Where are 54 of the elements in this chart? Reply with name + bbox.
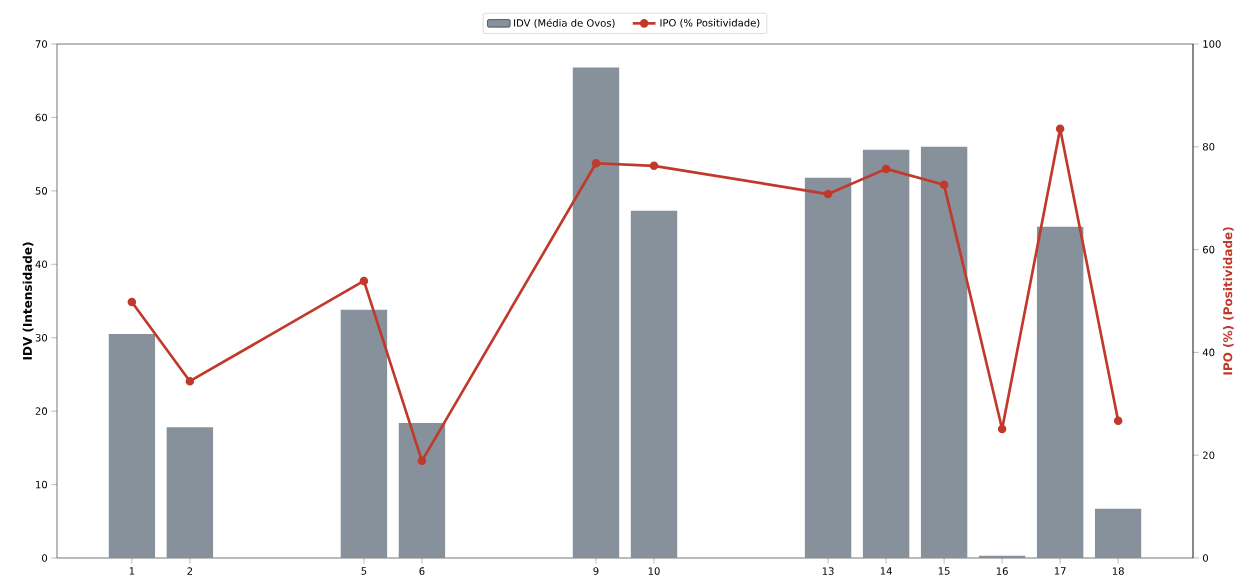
legend-label: IDV (Média de Ovos): [514, 18, 615, 28]
point: [649, 161, 659, 171]
y-tick-label: 0: [42, 554, 48, 562]
bar: [920, 146, 968, 558]
bar: [572, 67, 620, 558]
y2-tick-label: 40: [1202, 348, 1215, 357]
point: [127, 297, 137, 307]
x-tick-label: 6: [419, 567, 425, 575]
x-tick-label: 13: [822, 567, 834, 575]
y2-tick-label: 80: [1202, 143, 1215, 151]
y-tick-label: 60: [35, 113, 48, 122]
point: [939, 180, 949, 190]
x-tick-label: 10: [648, 567, 660, 575]
point: [881, 164, 891, 174]
y2-axis-title: IPO (%) (Positividade): [1222, 227, 1234, 375]
x-tick-label: 2: [187, 567, 193, 575]
bar: [398, 422, 446, 558]
x-tick-label: 5: [361, 567, 367, 575]
bar: [862, 149, 910, 558]
legend-label: IPO (% Positividade): [660, 18, 760, 28]
point: [823, 189, 833, 199]
x-tick-label: 18: [1112, 567, 1124, 575]
y2-tick-label: 60: [1202, 245, 1215, 254]
bar: [804, 177, 852, 558]
y-tick-label: 30: [35, 333, 48, 342]
y-axis-title: IDV (Intensidade): [22, 242, 34, 360]
bar: [108, 334, 156, 558]
bar: [1094, 508, 1142, 558]
point: [359, 276, 369, 286]
x-tick-label: 16: [996, 567, 1008, 575]
y-tick-label: 10: [36, 480, 48, 489]
point: [997, 424, 1007, 434]
y-tick-label: 70: [35, 40, 48, 48]
x-tick-label: 9: [593, 567, 599, 575]
y2-tick-label: 100: [1203, 40, 1221, 48]
x-tick-label: 1: [129, 567, 135, 575]
y2-tick-label: 20: [1203, 451, 1215, 459]
x-tick-label: 17: [1054, 567, 1066, 575]
bar: [340, 309, 388, 558]
y-tick-label: 20: [35, 407, 48, 415]
y-tick-label: 50: [35, 187, 48, 195]
point: [417, 456, 427, 466]
point: [185, 376, 195, 386]
y-tick-label: 40: [35, 260, 48, 269]
point: [591, 158, 601, 168]
point: [1113, 416, 1123, 426]
bar: [1036, 226, 1084, 558]
bar: [166, 427, 214, 558]
bar: [630, 210, 678, 558]
x-tick-label: 15: [938, 567, 950, 575]
x-tick-label: 14: [880, 567, 892, 575]
y2-tick-label: 0: [1202, 554, 1208, 562]
bar: [978, 555, 1026, 558]
point: [1055, 124, 1065, 134]
